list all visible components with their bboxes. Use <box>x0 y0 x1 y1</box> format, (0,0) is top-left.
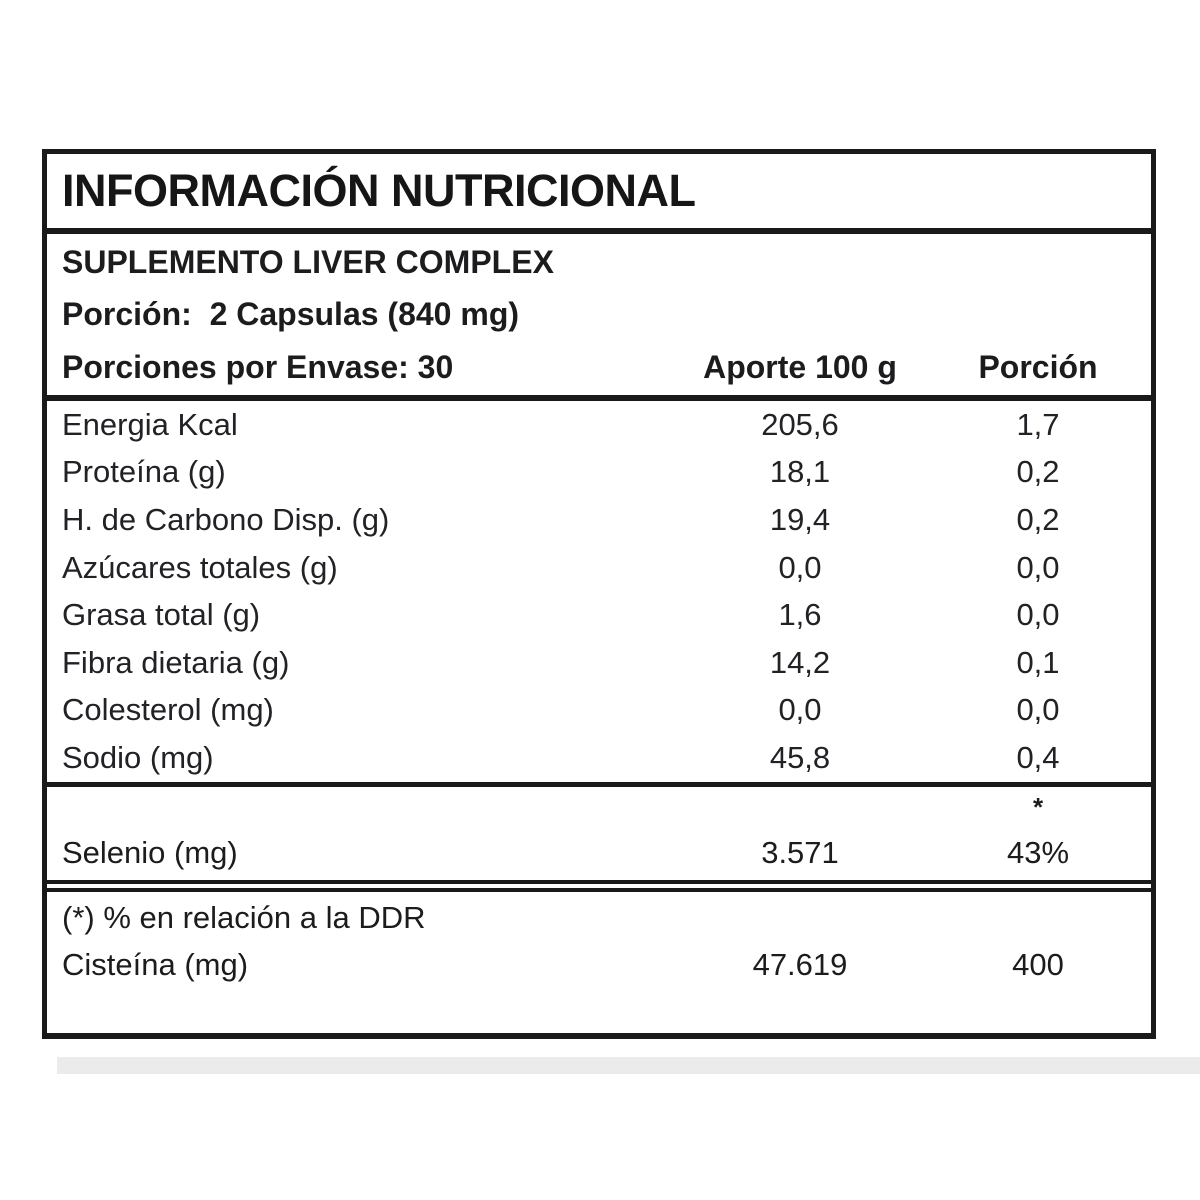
selenium-name: Selenio (mg) <box>62 835 238 871</box>
selenium-per100: 3.571 <box>761 835 839 871</box>
nutrient-name: H. de Carbono Disp. (g) <box>62 501 390 537</box>
divider-double-gap <box>47 883 1151 888</box>
asterisk-marker-row: * <box>47 787 1151 823</box>
cysteine-portion: 400 <box>1012 946 1064 982</box>
asterisk-marker: * <box>1032 791 1044 822</box>
servings-per-container: Porciones por Envase: 30 <box>62 349 454 385</box>
nutrient-per100: 205,6 <box>761 406 839 442</box>
cysteine-row: Cisteína (mg) 47.619 400 <box>47 940 1151 990</box>
nutrient-per100: 14,2 <box>769 644 831 680</box>
divider-under-meta <box>47 395 1151 401</box>
divider-under-nutrients <box>47 781 1151 787</box>
nutrient-name: Sodio (mg) <box>62 739 214 775</box>
column-header-per100: Aporte 100 g <box>703 349 897 385</box>
column-header-row: Porciones por Envase: 30 Aporte 100 g Po… <box>47 340 1151 395</box>
divider-double-bottom <box>47 887 1151 892</box>
nutrient-row: Energia Kcal 205,6 1,7 <box>47 401 1151 449</box>
nutrient-row: Colesterol (mg) 0,0 0,0 <box>47 687 1151 735</box>
nutrient-name: Energia Kcal <box>62 406 238 442</box>
nutrient-row: Fibra dietaria (g) 14,2 0,1 <box>47 639 1151 687</box>
nutrient-row: Proteína (g) 18,1 0,2 <box>47 449 1151 497</box>
nutrient-per100: 18,1 <box>769 454 831 490</box>
label-meta-section: SUPLEMENTO LIVER COMPLEX Porción: 2 Caps… <box>47 234 1151 395</box>
nutrient-portion: 0,0 <box>1016 549 1060 585</box>
nutrient-per100: 0,0 <box>778 692 822 728</box>
cysteine-name: Cisteína (mg) <box>62 946 249 982</box>
nutrient-row: Grasa total (g) 1,6 0,0 <box>47 591 1151 639</box>
ddr-footnote: (*) % en relación a la DDR <box>62 899 426 935</box>
selenium-portion: 43% <box>1006 835 1070 871</box>
label-header: INFORMACIÓN NUTRICIONAL <box>47 154 1151 228</box>
nutrient-per100: 19,4 <box>769 501 831 537</box>
nutrient-per100: 0,0 <box>778 549 822 585</box>
serving-size-line: Porción: 2 Capsulas (840 mg) <box>62 295 520 332</box>
column-header-portion: Porción <box>978 349 1098 385</box>
product-name: SUPLEMENTO LIVER COMPLEX <box>62 243 554 280</box>
label-title: INFORMACIÓN NUTRICIONAL <box>62 165 696 216</box>
nutrient-name: Colesterol (mg) <box>62 692 274 728</box>
cysteine-per100: 47.619 <box>752 946 848 982</box>
nutrient-portion: 0,4 <box>1016 739 1060 775</box>
nutrient-name: Grasa total (g) <box>62 597 261 633</box>
nutrient-portion: 0,2 <box>1016 454 1060 490</box>
divider-double-top <box>47 879 1151 884</box>
nutrient-portion: 0,1 <box>1016 644 1060 680</box>
nutrient-table-body: Energia Kcal 205,6 1,7 Proteína (g) 18,1 0,2 H… <box>47 401 1151 782</box>
nutrient-name: Fibra dietaria (g) <box>62 644 290 680</box>
nutrient-per100: 1,6 <box>778 597 822 633</box>
nutrition-facts-label: INFORMACIÓN NUTRICIONAL SUPLEMENTO LIVER… <box>42 149 1156 1039</box>
nutrient-row: Sodio (mg) 45,8 0,4 <box>47 734 1151 782</box>
selenium-row: Selenio (mg) 3.571 43% <box>47 823 1151 880</box>
nutrient-per100: 45,8 <box>769 739 831 775</box>
nutrient-name: Azúcares totales (g) <box>62 549 338 585</box>
divider-under-title <box>47 228 1151 234</box>
footnote-section: (*) % en relación a la DDR Cisteína (mg)… <box>47 892 1151 1033</box>
nutrient-row: Azúcares totales (g) 0,0 0,0 <box>47 544 1151 592</box>
selenium-section: * Selenio (mg) 3.571 43% <box>47 787 1151 880</box>
nutrient-row: H. de Carbono Disp. (g) 19,4 0,2 <box>47 496 1151 544</box>
nutrient-portion: 0,0 <box>1016 597 1060 633</box>
nutrient-name: Proteína (g) <box>62 454 226 490</box>
nutrient-portion: 0,0 <box>1016 692 1060 728</box>
nutrient-portion: 1,7 <box>1016 406 1060 442</box>
background-shadow-stripe <box>57 1057 1200 1074</box>
nutrient-portion: 0,2 <box>1016 501 1060 537</box>
